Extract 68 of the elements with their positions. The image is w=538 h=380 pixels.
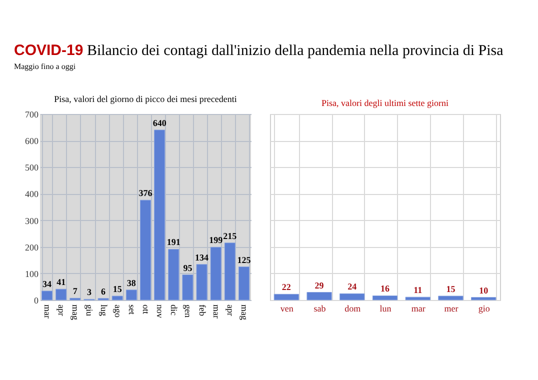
x-tick-label: mag bbox=[239, 304, 250, 320]
bar bbox=[168, 249, 180, 300]
data-label: 6 bbox=[101, 286, 106, 296]
y-tick-label: 200 bbox=[25, 242, 39, 252]
data-label: 15 bbox=[446, 284, 456, 294]
x-tick-label: dic bbox=[169, 304, 180, 316]
bar bbox=[182, 274, 194, 300]
y-tick-label: 600 bbox=[25, 136, 39, 146]
x-tick-label: mar bbox=[42, 304, 53, 318]
y-tick-label: 400 bbox=[25, 189, 39, 200]
x-tick-label: ven bbox=[280, 304, 294, 314]
y-tick-label: 0 bbox=[34, 296, 39, 306]
data-label: 215 bbox=[223, 230, 238, 241]
bar bbox=[210, 246, 222, 300]
x-tick-label: mag bbox=[70, 304, 81, 320]
data-label: 376 bbox=[138, 188, 153, 198]
data-label: 22 bbox=[282, 282, 292, 292]
data-label: 15 bbox=[112, 284, 122, 294]
x-tick-label: mar bbox=[211, 304, 222, 318]
bar bbox=[126, 290, 137, 300]
x-tick-label: ott bbox=[141, 304, 151, 314]
text: Pisa, valori del giorno di picco dei mesi precedenti bbox=[54, 94, 238, 104]
bar bbox=[224, 242, 236, 300]
data-label: 199 bbox=[209, 235, 224, 246]
x-tick-label: mar bbox=[411, 304, 426, 314]
bar bbox=[112, 296, 123, 300]
x-tick-label: gio bbox=[478, 304, 490, 314]
bar bbox=[56, 288, 67, 300]
chart-title: Pisa, valori degli ultimi sette giorni bbox=[322, 98, 449, 108]
data-label: 38 bbox=[126, 278, 136, 288]
y-tick-label: 300 bbox=[25, 216, 39, 226]
y-tick-label: 700 bbox=[25, 110, 39, 120]
bar bbox=[140, 200, 152, 300]
data-label: 10 bbox=[479, 285, 489, 296]
bar bbox=[42, 290, 53, 300]
bar bbox=[238, 266, 250, 300]
data-label: 95 bbox=[183, 262, 193, 273]
y-tick-label: 500 bbox=[25, 162, 39, 173]
x-tick-label: ago bbox=[112, 304, 123, 318]
data-label: 7 bbox=[72, 286, 78, 296]
data-label: 16 bbox=[380, 284, 390, 294]
x-tick-label: lug bbox=[98, 304, 109, 316]
x-tick-label: sab bbox=[314, 304, 326, 314]
chart-title: COVID-19 Bilancio dei contagi dall'inizio della pandemia nella provincia di Pisa bbox=[14, 42, 504, 60]
data-label: 3 bbox=[86, 287, 92, 298]
x-tick-label: apr bbox=[56, 304, 67, 316]
data-label: 640 bbox=[152, 118, 167, 128]
x-tick-label: dom bbox=[344, 304, 361, 314]
bar bbox=[196, 264, 208, 300]
chart-subtitle: Maggio fino a oggi bbox=[14, 62, 77, 71]
data-label: 11 bbox=[414, 285, 423, 296]
x-tick-label: set bbox=[126, 304, 137, 315]
data-label: 34 bbox=[42, 278, 52, 289]
data-label: 29 bbox=[314, 280, 324, 290]
data-label: 134 bbox=[195, 252, 210, 262]
data-label: 125 bbox=[237, 254, 252, 265]
x-tick-label: mer bbox=[444, 304, 458, 314]
x-tick-label: apr bbox=[225, 304, 236, 316]
y-tick-label: 100 bbox=[25, 268, 39, 279]
x-tick-label: feb bbox=[197, 304, 208, 316]
x-tick-label: giu bbox=[84, 304, 95, 316]
data-label: 191 bbox=[166, 237, 181, 248]
x-tick-label: gen bbox=[183, 304, 194, 318]
data-label: 24 bbox=[348, 282, 358, 292]
x-tick-label: nov bbox=[155, 304, 166, 318]
data-label: 41 bbox=[56, 277, 66, 288]
bar bbox=[154, 130, 166, 300]
x-tick-label: lun bbox=[380, 304, 392, 314]
